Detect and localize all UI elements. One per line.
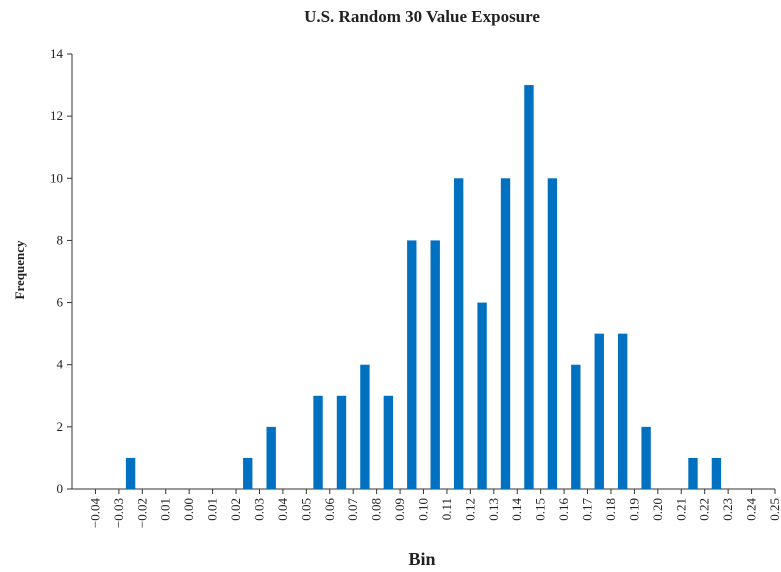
x-tick-label: 0.20 (650, 498, 665, 521)
x-tick-label: 0.17 (580, 498, 595, 521)
bar (125, 457, 136, 489)
bar (477, 302, 487, 489)
x-tick-label: 0.00 (181, 498, 196, 521)
x-tick-label: 0.25 (767, 498, 781, 521)
bar (617, 333, 628, 489)
x-tick-label: 0.05 (298, 498, 313, 521)
x-tick-label: 0.04 (275, 498, 290, 521)
x-tick-label: 0.08 (369, 498, 384, 521)
x-tick-label: 0.03 (251, 498, 266, 521)
bar (266, 426, 276, 489)
x-tick-label: −0.03 (111, 498, 126, 528)
y-tick-label: 2 (57, 419, 64, 434)
bar (641, 426, 651, 489)
y-tick-label: 6 (57, 295, 64, 310)
y-tick-label: 14 (50, 46, 64, 61)
x-tick-label: 0.07 (345, 498, 360, 521)
x-tick-label: 0.09 (392, 498, 407, 521)
bar (336, 395, 347, 489)
x-tick-label: −0.02 (134, 498, 149, 528)
bar (407, 240, 417, 489)
x-tick-label: 0.22 (697, 498, 712, 521)
bar (500, 178, 511, 490)
x-tick-label: 0.13 (486, 498, 501, 521)
bar (594, 333, 604, 489)
bar (711, 457, 722, 489)
x-axis-label: Bin (408, 549, 435, 569)
bar (383, 395, 394, 489)
x-tick-label: 0.24 (744, 498, 759, 521)
bar (524, 85, 534, 490)
bar (453, 178, 464, 490)
y-tick-label: 8 (57, 232, 64, 247)
x-tick-label: 0.01 (205, 498, 220, 521)
y-tick-label: 10 (50, 170, 63, 185)
x-tick-label: 0.12 (462, 498, 477, 521)
x-tick-label: 0.16 (556, 498, 571, 521)
bar (547, 178, 558, 490)
x-tick-label: 0.15 (533, 498, 548, 521)
x-tick-label: 0.01 (158, 498, 173, 521)
bar (313, 395, 323, 489)
x-tick-label: 0.23 (720, 498, 735, 521)
bar (571, 364, 581, 489)
x-tick-label: 0.02 (228, 498, 243, 521)
x-tick-label: 0.14 (509, 498, 524, 521)
x-tick-label: 0.18 (603, 498, 618, 521)
x-tick-label: 0.19 (626, 498, 641, 521)
x-tick-label: 0.11 (439, 498, 454, 520)
x-tick-label: −0.04 (87, 498, 102, 529)
bar (360, 364, 370, 489)
y-axis-label: Frequency (12, 240, 27, 299)
x-tick-label: 0.10 (416, 498, 431, 521)
x-tick-label: 0.21 (673, 498, 688, 521)
y-tick-label: 0 (57, 481, 64, 496)
bar (688, 457, 698, 489)
chart-title: U.S. Random 30 Value Exposure (304, 7, 540, 26)
bar (243, 457, 253, 489)
x-tick-label: 0.06 (322, 498, 337, 521)
y-tick-label: 4 (57, 357, 64, 372)
bar (430, 240, 440, 489)
y-tick-label: 12 (50, 108, 63, 123)
